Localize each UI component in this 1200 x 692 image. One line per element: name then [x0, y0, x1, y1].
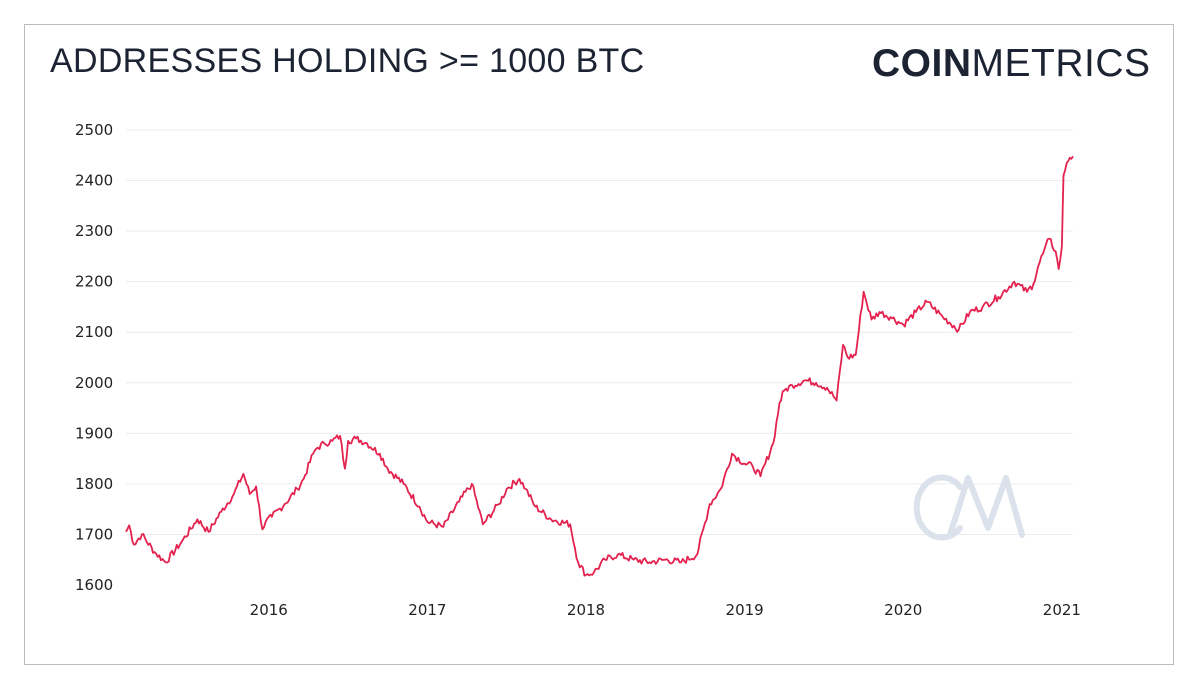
x-axis: 2016 2017 2018 2019 2020 2021: [250, 601, 1081, 619]
y-tick-label: 1600: [75, 576, 113, 594]
y-tick-label: 1800: [75, 475, 113, 493]
y-axis: 1600 1700 1800 1900 2000 2100 2200 2300 2400 2500: [75, 121, 113, 594]
chart-frame: [24, 24, 1174, 665]
series-layer: [125, 155, 1074, 577]
logo-bold-text: COIN: [872, 42, 972, 85]
logo-light-text: METRICS: [971, 42, 1151, 85]
x-tick-label: 2017: [408, 601, 446, 619]
x-tick-label: 2020: [884, 601, 922, 619]
grid-layer: [126, 129, 1073, 535]
chart-title: ADDRESSES HOLDING >= 1000 BTC: [50, 42, 645, 80]
x-tick-label: 2019: [726, 601, 764, 619]
coinmetrics-logo: COINMETRICS: [872, 42, 1151, 86]
y-tick-label: 1700: [75, 525, 113, 543]
y-tick-label: 2200: [75, 273, 113, 291]
y-tick-label: 2300: [75, 222, 113, 240]
series-line: [125, 155, 1074, 577]
y-tick-label: 2100: [75, 323, 113, 341]
y-tick-label: 2000: [75, 374, 113, 392]
y-tick-label: 2400: [75, 172, 113, 190]
y-tick-label: 2500: [75, 121, 113, 139]
watermark-m-shape: [947, 475, 1025, 538]
x-tick-label: 2016: [250, 601, 288, 619]
y-tick-label: 1900: [75, 424, 113, 442]
x-tick-label: 2018: [567, 601, 605, 619]
cm-watermark: [913, 474, 1025, 541]
watermark-c-shape: [913, 474, 963, 541]
x-tick-label: 2021: [1043, 601, 1081, 619]
